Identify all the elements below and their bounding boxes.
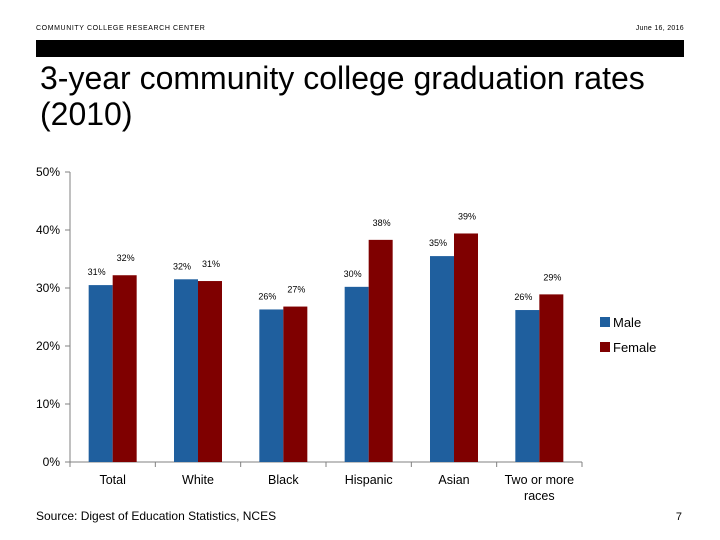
bar-male: [259, 309, 284, 462]
y-tick-label: 10%: [36, 397, 60, 411]
bar-male: [174, 279, 198, 462]
slide-date: June 16, 2016: [635, 25, 684, 32]
bar-female: [283, 306, 308, 462]
page-number: 7: [675, 511, 682, 523]
x-tick-label: Two or more: [505, 473, 575, 487]
legend-label-female: Female: [613, 340, 656, 355]
data-label: 30%: [344, 269, 362, 279]
x-tick-label: Total: [99, 473, 125, 487]
bar-male: [344, 286, 369, 462]
data-label: 39%: [458, 211, 476, 221]
x-tick-label: races: [524, 489, 555, 503]
data-label: 26%: [514, 292, 532, 302]
bar-male: [515, 310, 540, 462]
legend-label-male: Male: [613, 315, 641, 330]
bar-female: [112, 275, 137, 462]
y-tick-label: 30%: [36, 281, 60, 295]
data-label: 38%: [373, 218, 391, 228]
data-label: 27%: [287, 285, 305, 295]
bar-male: [88, 285, 113, 462]
data-label: 32%: [173, 261, 191, 271]
bar-female: [539, 294, 564, 462]
data-label: 35%: [429, 238, 447, 248]
x-tick-label: White: [182, 473, 214, 487]
bar-male: [430, 256, 454, 462]
y-tick-label: 50%: [36, 165, 60, 179]
bar-female: [454, 233, 478, 462]
header-bar: [36, 40, 684, 57]
legend-swatch-male: [600, 317, 610, 327]
slide-title: 3-year community college graduation rate…: [40, 60, 645, 132]
y-tick-label: 20%: [36, 339, 60, 353]
bar-female: [198, 281, 222, 462]
org-name: COMMUNITY COLLEGE RESEARCH CENTER: [36, 25, 206, 32]
x-tick-label: Black: [268, 473, 299, 487]
x-tick-label: Asian: [438, 473, 469, 487]
data-label: 31%: [202, 259, 220, 269]
bar-female: [368, 239, 393, 462]
legend-swatch-female: [600, 342, 610, 352]
source-note: Source: Digest of Education Statistics, …: [36, 509, 277, 523]
data-label: 31%: [88, 267, 106, 277]
x-tick-label: Hispanic: [345, 473, 393, 487]
data-label: 32%: [117, 253, 135, 263]
y-tick-label: 40%: [36, 223, 60, 237]
data-label: 29%: [543, 272, 561, 282]
y-tick-label: 0%: [43, 455, 61, 469]
data-label: 26%: [258, 291, 276, 301]
